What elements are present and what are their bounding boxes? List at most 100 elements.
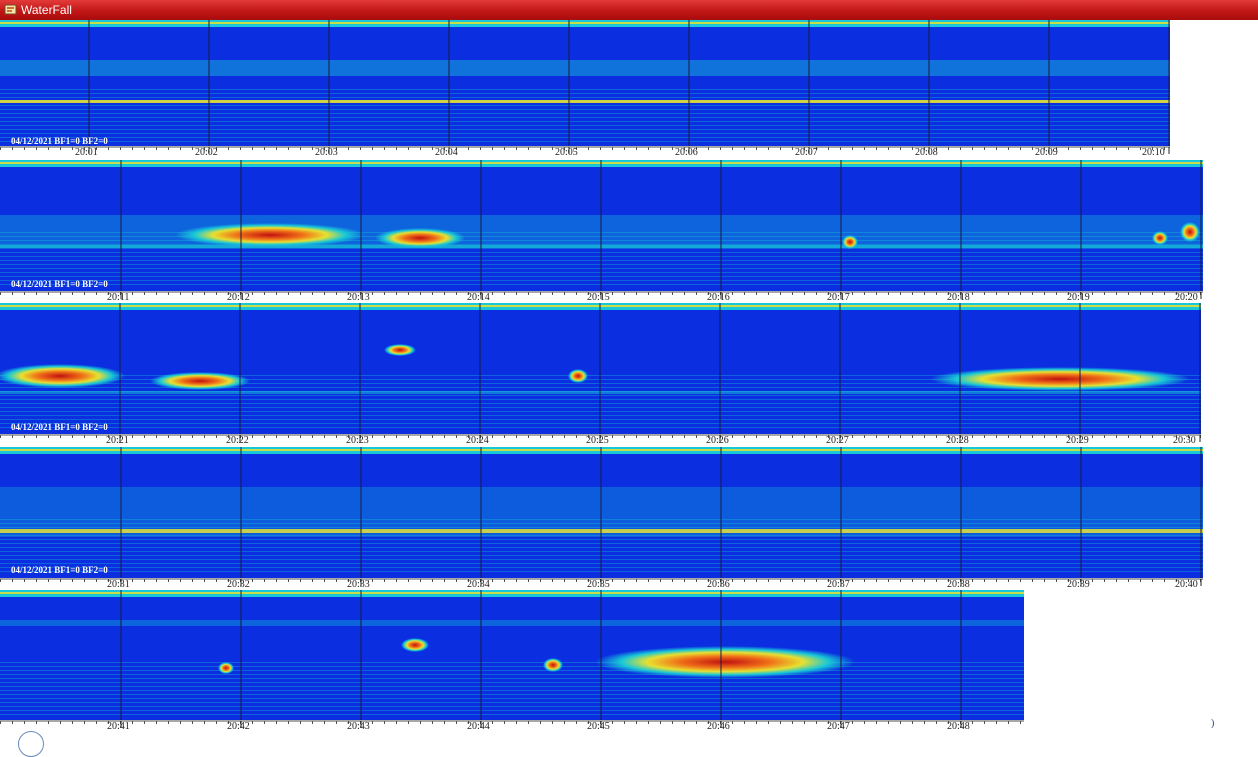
time-tick-label: 20:21 (106, 435, 129, 446)
signal-burst (1152, 231, 1168, 245)
time-tick-label: 20:23 (346, 435, 369, 446)
signal-burst (175, 223, 365, 247)
status-text: 04/12/2021 BF1=0 BF2=0 (11, 422, 108, 432)
waterfall-panel-1[interactable]: 04/12/2021 BF1=0 BF2=0 20:01 20:02 20:03 20… (0, 20, 1170, 160)
waterfall-app-icon (4, 4, 17, 15)
waterfall-panel-4[interactable]: 04/12/2021 BF1=0 BF2=0 20:31 20:32 20:33 20… (0, 447, 1203, 592)
time-tick-label: 20:10 (1142, 147, 1165, 158)
frequency-stripe (0, 698, 1024, 699)
status-text: 04/12/2021 BF1=0 BF2=0 (11, 565, 108, 575)
frequency-stripe (0, 133, 1170, 134)
frequency-stripe (0, 702, 1024, 703)
frequency-stripe (0, 125, 1170, 126)
time-tick-label: 20:34 (467, 579, 490, 590)
time-tick-label: 20:09 (1035, 147, 1058, 158)
waterfall-panel-3[interactable]: 04/12/2021 BF1=0 BF2=0 20:21 20:22 20:23 20… (0, 303, 1201, 448)
time-tick-label: 20:22 (226, 435, 249, 446)
spectrogram-2[interactable] (0, 160, 1203, 291)
time-axis-1: 20:01 20:02 20:03 20:04 20:05 20:06 20:07 20:08… (0, 146, 1170, 160)
time-tick-label: 20:02 (195, 147, 218, 158)
time-tick-label: 20:41 (107, 721, 130, 732)
time-tick-label: 20:05 (555, 147, 578, 158)
signal-burst (543, 658, 563, 672)
top-noise-line (0, 592, 1024, 594)
title-bar[interactable]: WaterFall (0, 0, 1258, 20)
window-title: WaterFall (21, 3, 72, 17)
signal-burst (1180, 222, 1200, 242)
time-tick-label: 20:16 (707, 292, 730, 303)
frequency-stripe (0, 121, 1170, 122)
time-tick-label: 20:32 (227, 579, 250, 590)
corner-glyph: ) (1211, 718, 1215, 729)
spectrogram-background (0, 20, 1170, 146)
signal-burst (401, 638, 429, 652)
signal-band (0, 100, 1170, 103)
frequency-stripe (0, 129, 1170, 130)
signal-burst (150, 372, 250, 390)
status-text: 04/12/2021 BF1=0 BF2=0 (11, 136, 108, 146)
frequency-stripe (0, 678, 1024, 679)
time-tick-label: 20:20 (1175, 292, 1198, 303)
frequency-stripe (0, 662, 1024, 663)
time-tick-label: 20:26 (706, 435, 729, 446)
time-tick-label: 20:35 (587, 579, 610, 590)
frequency-stripe (0, 710, 1024, 711)
time-tick-label: 20:37 (827, 579, 850, 590)
waterfall-panel-5[interactable]: 20:41 20:42 20:43 20:44 20:45 20:46 20:47 20:48 (0, 590, 1024, 736)
scroll-circle-icon[interactable] (18, 731, 44, 757)
time-tick-label: 20:46 (707, 721, 730, 732)
waterfall-panel-2[interactable]: 04/12/2021 BF1=0 BF2=0 20:11 20:12 20:13 20… (0, 160, 1203, 305)
spectrogram-1[interactable] (0, 20, 1170, 146)
spectrogram-5[interactable] (0, 590, 1024, 720)
time-axis-2: 20:11 20:12 20:13 20:14 20:15 20:16 20:17 20:18… (0, 291, 1203, 305)
time-tick-label: 20:03 (315, 147, 338, 158)
frequency-stripe (0, 141, 1170, 142)
time-tick-label: 20:30 (1173, 435, 1196, 446)
frequency-stripe (0, 686, 1024, 687)
spectrogram-4[interactable] (0, 447, 1203, 578)
time-tick-label: 20:04 (435, 147, 458, 158)
time-tick-label: 20:38 (947, 579, 970, 590)
time-tick-label: 20:33 (347, 579, 370, 590)
time-tick-label: 20:11 (107, 292, 130, 303)
frequency-stripe (0, 93, 1170, 94)
time-tick-label: 20:43 (347, 721, 370, 732)
frequency-stripe (0, 137, 1170, 138)
time-tick-label: 20:08 (915, 147, 938, 158)
frequency-stripe (0, 690, 1024, 691)
frequency-stripe (0, 714, 1024, 715)
time-tick-label: 20:44 (467, 721, 490, 732)
time-tick-label: 20:14 (467, 292, 490, 303)
time-tick-label: 20:19 (1067, 292, 1090, 303)
time-axis-3: 20:21 20:22 20:23 20:24 20:25 20:26 20:27 20:28… (0, 434, 1201, 448)
time-tick-label: 20:36 (707, 579, 730, 590)
signal-burst (595, 646, 855, 678)
time-tick-label: 20:48 (947, 721, 970, 732)
signal-burst (375, 228, 465, 248)
time-tick-label: 20:13 (347, 292, 370, 303)
signal-burst (930, 367, 1190, 391)
signal-band (0, 60, 1170, 76)
time-tick-label: 20:12 (227, 292, 250, 303)
frequency-stripe (0, 97, 1170, 98)
frequency-stripe (0, 706, 1024, 707)
frequency-stripe (0, 694, 1024, 695)
time-tick-label: 20:17 (827, 292, 850, 303)
frequency-stripe (0, 105, 1170, 106)
time-axis-5: 20:41 20:42 20:43 20:44 20:45 20:46 20:47 20:48 (0, 720, 1024, 734)
time-tick-label: 20:18 (947, 292, 970, 303)
time-tick-label: 20:25 (586, 435, 609, 446)
signal-burst (384, 344, 416, 356)
time-tick-label: 20:15 (587, 292, 610, 303)
frequency-stripe (0, 682, 1024, 683)
time-tick-label: 20:31 (107, 579, 130, 590)
spectrogram-3[interactable] (0, 303, 1201, 434)
signal-burst (0, 364, 125, 388)
frequency-stripe (0, 109, 1170, 110)
time-tick-label: 20:39 (1067, 579, 1090, 590)
frequency-stripe (0, 670, 1024, 671)
frequency-stripe (0, 117, 1170, 118)
time-tick-label: 20:47 (827, 721, 850, 732)
time-tick-label: 20:28 (946, 435, 969, 446)
signal-burst (568, 369, 588, 383)
